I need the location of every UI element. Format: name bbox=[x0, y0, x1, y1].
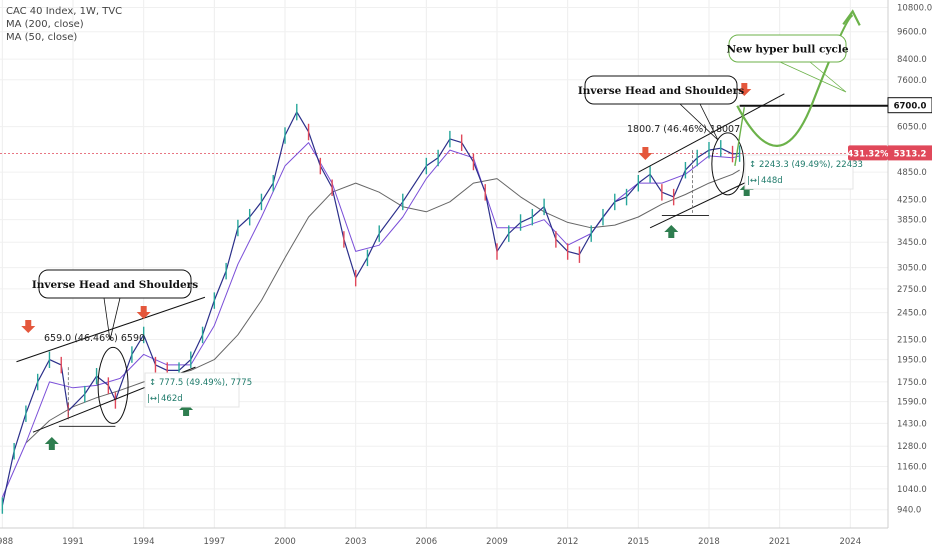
legend-ma-50[interactable]: MA (50, close) bbox=[6, 32, 78, 43]
measure-2-days: 448d bbox=[761, 176, 783, 186]
callout-hs-1-text: Inverse Head and Shoulders bbox=[32, 279, 198, 291]
price-tag-text: 5313.2 bbox=[894, 149, 927, 159]
buy-arrow-3 bbox=[664, 225, 679, 238]
y-tick-label: 10800.0 bbox=[897, 3, 932, 13]
measure-2-value: 2243.3 (49.49%), 22433 bbox=[759, 160, 863, 170]
buy-arrow-2 bbox=[179, 403, 194, 416]
y-tick-label: 1160.0 bbox=[897, 462, 927, 472]
pct-tag-box bbox=[848, 145, 888, 161]
y-tick-label: 2450.0 bbox=[897, 309, 927, 319]
y-tick-label: 1950.0 bbox=[897, 356, 927, 366]
measure-1-value: 777.5 (49.49%), 7775 bbox=[159, 378, 252, 388]
y-tick-label: 940.0 bbox=[897, 506, 921, 516]
price-layer bbox=[1, 103, 741, 514]
ma-50-line bbox=[1, 142, 740, 498]
y-tick-label: 1280.0 bbox=[897, 442, 927, 452]
callout-bull-text: New hyper bull cycle bbox=[726, 44, 848, 56]
callout-hs-1-tail bbox=[103, 297, 121, 341]
legend-ma-200[interactable]: MA (200, close) bbox=[6, 19, 84, 30]
buy-arrow-1 bbox=[44, 437, 59, 450]
fib-label-1: 659.0 (46.46%) 6590 bbox=[44, 333, 145, 344]
sell-arrow-2 bbox=[136, 306, 151, 319]
x-tick-label: 2015 bbox=[628, 537, 650, 547]
channel-upper-2 bbox=[638, 93, 785, 173]
chart-legend: CAC 40 Index, 1W, TVC MA (200, close) MA… bbox=[6, 5, 122, 44]
y-tick-label: 7600.0 bbox=[897, 76, 927, 86]
x-tick-label: 2024 bbox=[839, 537, 861, 547]
x-tick-label: 2012 bbox=[557, 537, 579, 547]
price-line bbox=[1, 111, 740, 506]
x-tick-label: 2000 bbox=[274, 537, 296, 547]
target-tag-text: 6700.0 bbox=[894, 102, 927, 112]
channel-upper-1 bbox=[16, 296, 206, 363]
x-tick-label: 1991 bbox=[62, 537, 84, 547]
measure-1-box bbox=[144, 372, 240, 408]
measure-2-icon: ↕ bbox=[749, 160, 756, 170]
callout-hs-2-box bbox=[584, 75, 738, 105]
head-ellipse-1 bbox=[97, 346, 129, 424]
y-tick-label: 9600.0 bbox=[897, 28, 927, 38]
x-tick-label: 2006 bbox=[416, 537, 438, 547]
measure-2-box bbox=[744, 154, 854, 190]
callout-hs-1-box bbox=[38, 269, 192, 299]
measure-1-range-icon: |↔| bbox=[147, 394, 160, 404]
y-tick-label: 1430.0 bbox=[897, 419, 927, 429]
y-tick-label: 4850.0 bbox=[897, 168, 927, 178]
y-tick-label: 3850.0 bbox=[897, 216, 927, 226]
x-tick-label: 2003 bbox=[345, 537, 367, 547]
drawing-layer: Inverse Head and Shoulders Inverse Head a… bbox=[16, 9, 888, 450]
x-tick-label: 1988 bbox=[0, 537, 13, 547]
measure-2-range-icon: |↔| bbox=[747, 176, 760, 186]
target-tag-box bbox=[887, 97, 932, 114]
x-tick-label: 2009 bbox=[486, 537, 508, 547]
chart-title[interactable]: CAC 40 Index, 1W, TVC bbox=[6, 6, 123, 17]
y-tick-label: 3450.0 bbox=[897, 238, 927, 248]
y-tick-label: 6050.0 bbox=[897, 123, 927, 133]
ma-50-layer bbox=[1, 142, 740, 498]
callout-bull-tail bbox=[779, 61, 847, 93]
x-tick-label: 1994 bbox=[133, 537, 155, 547]
measure-1-icon: ↕ bbox=[149, 378, 156, 388]
y-tick-label: 2750.0 bbox=[897, 285, 927, 295]
x-tick-label: 2018 bbox=[698, 537, 720, 547]
sell-arrow-3 bbox=[638, 147, 653, 160]
projection-start bbox=[734, 107, 746, 167]
sell-arrow-1 bbox=[21, 320, 36, 333]
x-tick-label: 1997 bbox=[204, 537, 226, 547]
y-tick-label: 2150.0 bbox=[897, 336, 927, 346]
y-tick-label: 1750.0 bbox=[897, 378, 927, 388]
measure-1-days: 462d bbox=[161, 394, 183, 404]
y-tick-label: 4250.0 bbox=[897, 195, 927, 205]
fib-label-2: 1800.7 (46.46%) 18007 bbox=[627, 124, 740, 135]
projection-curve bbox=[736, 14, 854, 147]
sell-arrow-4 bbox=[737, 83, 752, 96]
callout-bull-box bbox=[728, 34, 847, 63]
y-tick-label: 8400.0 bbox=[897, 55, 927, 65]
x-tick-label: 2021 bbox=[769, 537, 791, 547]
projection-arrowhead bbox=[842, 9, 861, 26]
pct-tag-text: 431.32% bbox=[847, 149, 889, 159]
y-tick-label: 3050.0 bbox=[897, 264, 927, 274]
head-ellipse-2 bbox=[711, 132, 745, 196]
channel-lower-2 bbox=[649, 178, 754, 229]
callout-hs-2-text: Inverse Head and Shoulders bbox=[578, 85, 744, 97]
y-tick-label: 1040.0 bbox=[897, 485, 927, 495]
y-tick-label: 1590.0 bbox=[897, 398, 927, 408]
price-tag-box bbox=[888, 145, 932, 161]
callout-hs-2-tail bbox=[679, 103, 719, 141]
